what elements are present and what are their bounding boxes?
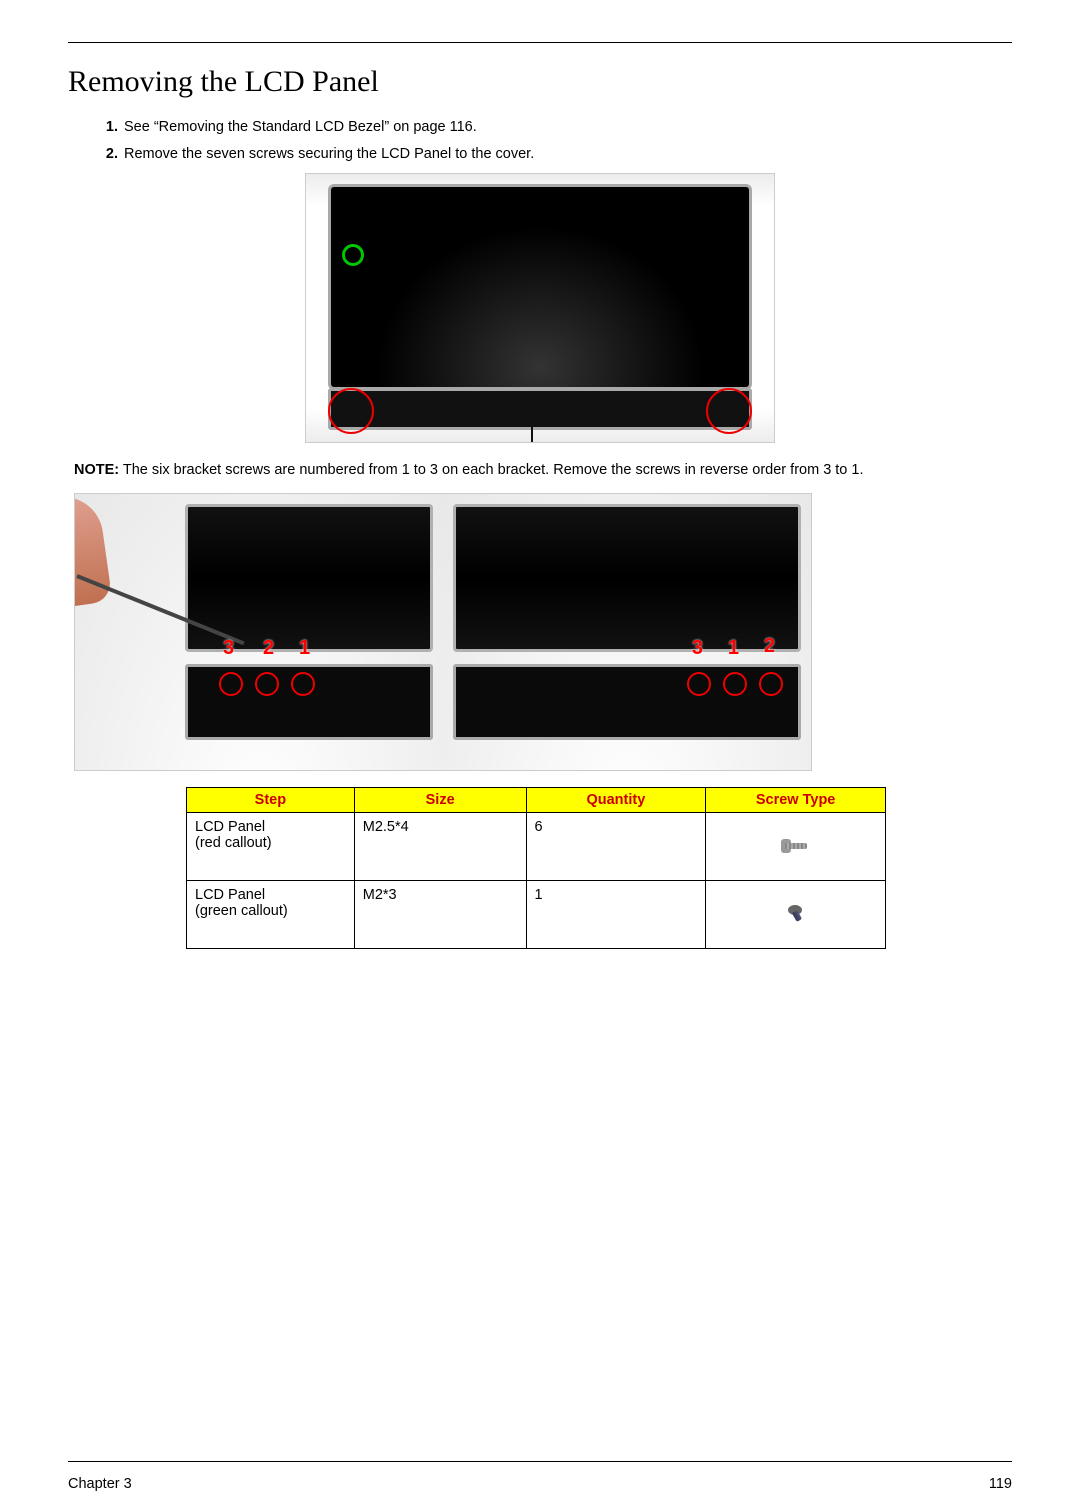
figure-bracket-screw-detail: 3 2 1 3 1 2 — [74, 493, 812, 771]
callout-number: 1 — [728, 637, 739, 660]
cell-screw — [706, 881, 886, 949]
step-item: 2. Remove the seven screws securing the … — [98, 144, 1012, 165]
figure-1-wrap — [68, 173, 1012, 448]
section-title: Removing the LCD Panel — [68, 65, 1012, 99]
footer-rule — [68, 1461, 1012, 1462]
table-row: LCD Panel (red callout) M2.5*4 6 — [187, 813, 886, 881]
col-size: Size — [354, 788, 526, 813]
page-footer: Chapter 3 119 — [68, 1476, 1012, 1492]
step-list: 1. See “Removing the Standard LCD Bezel”… — [98, 117, 1012, 165]
step-text: See “Removing the Standard LCD Bezel” on… — [124, 117, 1012, 138]
note-label: NOTE: — [74, 462, 119, 478]
screw-icon — [779, 831, 813, 859]
cell-qty: 6 — [526, 813, 706, 881]
callout-number: 3 — [692, 637, 703, 660]
cell-step: LCD Panel (green callout) — [187, 881, 355, 949]
cell-qty: 1 — [526, 881, 706, 949]
step-text: Remove the seven screws securing the LCD… — [124, 144, 1012, 165]
screw-icon — [779, 899, 813, 927]
col-quantity: Quantity — [526, 788, 706, 813]
step-item: 1. See “Removing the Standard LCD Bezel”… — [98, 117, 1012, 138]
cell-size: M2.5*4 — [354, 813, 526, 881]
screw-table: Step Size Quantity Screw Type LCD Panel … — [186, 787, 886, 949]
callout-number: 2 — [764, 635, 775, 658]
col-screwtype: Screw Type — [706, 788, 886, 813]
step-number: 1. — [98, 117, 124, 138]
cell-step: LCD Panel (red callout) — [187, 813, 355, 881]
top-rule — [68, 42, 1012, 43]
callout-number: 3 — [223, 637, 234, 660]
callout-number: 2 — [263, 637, 274, 660]
figure-lcd-panel-overview — [305, 173, 775, 443]
table-row: LCD Panel (green callout) M2*3 1 — [187, 881, 886, 949]
cell-size: M2*3 — [354, 881, 526, 949]
cell-screw — [706, 813, 886, 881]
note-block: NOTE: The six bracket screws are numbere… — [74, 460, 1006, 481]
table-header-row: Step Size Quantity Screw Type — [187, 788, 886, 813]
note-text: The six bracket screws are numbered from… — [119, 462, 863, 478]
footer-page: 119 — [989, 1476, 1012, 1492]
step-number: 2. — [98, 144, 124, 165]
footer-chapter: Chapter 3 — [68, 1476, 132, 1492]
col-step: Step — [187, 788, 355, 813]
callout-number: 1 — [299, 637, 310, 660]
